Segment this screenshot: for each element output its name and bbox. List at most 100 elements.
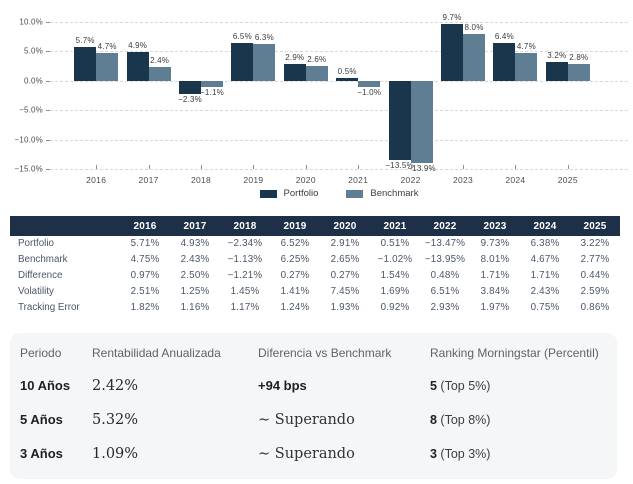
bar-value-label: 8.0%: [464, 22, 484, 32]
benchmark-bar: [410, 80, 433, 163]
table-header-cell: 2021: [383, 220, 407, 232]
table-cell: 1.17%: [230, 301, 260, 313]
summary-header-2: Diferencia vs Benchmark: [258, 345, 392, 360]
table-cell: 4.67%: [530, 254, 560, 266]
table-header-cell: 2023: [483, 220, 507, 232]
table-cell: 9.73%: [480, 238, 510, 250]
table-header-cell: 2022: [433, 220, 457, 232]
bar-value-label: −1.0%: [357, 87, 382, 97]
benchmark-bar: [253, 43, 276, 81]
summary-rank-number: 8: [430, 412, 437, 427]
bar-value-label: 9.7%: [442, 12, 462, 22]
table-cell: 6.38%: [530, 238, 560, 250]
legend-item-benchmark[interactable]: Benchmark: [346, 188, 418, 199]
table-cell: −13.95%: [424, 254, 466, 266]
x-axis-tick-mark: [253, 165, 255, 169]
summary-return-value: 1.09%: [92, 445, 139, 462]
gridline: [50, 169, 628, 170]
benchmark-bar: [96, 53, 119, 81]
summary-return-value: 2.42%: [92, 377, 139, 394]
bar-value-label: 2.6%: [307, 54, 327, 64]
y-axis-tick-mark: [46, 139, 50, 141]
table-cell: −1.13%: [227, 254, 263, 266]
legend-label: Portfolio: [283, 188, 319, 199]
table-cell: 2.93%: [430, 301, 460, 313]
summary-rank-percentile: (Top 5%): [436, 378, 491, 393]
portfolio-bar: [441, 23, 463, 81]
x-axis-label: 2023: [452, 175, 474, 185]
bar-chart: 10.0% 5.0% 0.0% −5.0% −10.0% −15.0% 5.7% 4.7% 4…: [0, 4, 633, 206]
table-cell: 1.45%: [230, 285, 260, 297]
bar-value-label: 2.9%: [285, 52, 305, 62]
bar-value-label: −13.9%: [407, 163, 436, 173]
portfolio-bar: [545, 61, 568, 81]
y-axis-tick-mark: [46, 110, 50, 112]
table-header-cell: 2019: [283, 220, 307, 232]
y-axis-tick-label: 0.0%: [23, 76, 43, 86]
table-row-label: Volatility: [18, 285, 54, 297]
table-row-label: Portfolio: [18, 238, 54, 250]
table-cell: 0.75%: [530, 301, 560, 313]
table-cell: 5.71%: [130, 238, 160, 250]
y-axis-tick-mark: [46, 51, 50, 53]
bar-value-label: −1.1%: [200, 88, 224, 98]
summary-rank-percentile: (Top 8%): [436, 412, 491, 427]
bar-value-label: 2.4%: [150, 55, 170, 65]
bar-value-label: 4.9%: [128, 40, 148, 50]
y-axis-tick-label: −15.0%: [14, 164, 43, 174]
summary-diff-value: ∼ Superando: [258, 445, 355, 462]
table-cell: 1.24%: [280, 301, 310, 313]
table-cell: 1.41%: [280, 285, 310, 297]
table-cell: 2.51%: [130, 285, 160, 297]
x-axis-label: 2018: [190, 175, 212, 185]
table-cell: 8.01%: [480, 254, 510, 266]
table-cell: 0.44%: [580, 269, 610, 281]
x-axis-tick-mark: [515, 165, 517, 169]
x-axis-label: 2016: [86, 175, 107, 185]
table-cell: 3.22%: [580, 238, 610, 250]
benchmark-bar: [305, 65, 328, 81]
table-cell: 1.93%: [330, 301, 360, 313]
x-axis-label: 2019: [243, 175, 264, 185]
bar-value-label: 5.7%: [75, 36, 95, 46]
summary-rank-number: 5: [430, 378, 437, 393]
table-cell: −1.21%: [227, 269, 263, 281]
table-row: Benchmark 4.75% 2.43% −1.13% 6.25% 2.65% −1.02…: [10, 252, 620, 268]
table-cell: 2.43%: [530, 285, 560, 297]
table-row: Portfolio 5.71% 4.93% −2.34% 6.52% 2.91% 0.51%…: [10, 236, 620, 252]
x-axis-label: 2022: [400, 175, 421, 185]
chart-legend: Portfolio Benchmark: [50, 188, 628, 199]
x-axis-tick-mark: [201, 165, 202, 169]
table-row-label: Benchmark: [18, 254, 68, 266]
summary-diff-value: ∼ Superando: [258, 411, 355, 428]
x-axis-tick-mark: [96, 165, 98, 169]
summary-header-1: Rentabilidad Anualizada: [92, 345, 221, 360]
y-axis-tick-label: 10.0%: [19, 17, 43, 27]
table-cell: −2.34%: [227, 238, 263, 250]
portfolio-bar: [388, 80, 411, 161]
x-axis-label: 2025: [557, 175, 578, 185]
table-cell: −13.47%: [424, 238, 466, 250]
table-cell: 0.48%: [430, 269, 460, 281]
portfolio-bar: [231, 42, 254, 81]
y-axis-tick-label: 5.0%: [23, 46, 43, 56]
table-cell: 1.54%: [380, 269, 410, 281]
portfolio-bar: [493, 43, 516, 81]
summary-header-3: Ranking Morningstar (Percentil): [430, 345, 599, 360]
portfolio-bar: [126, 51, 149, 81]
table-cell: 3.84%: [480, 285, 510, 297]
table-cell: 0.92%: [380, 301, 410, 313]
table-row-label: Difference: [18, 269, 63, 281]
table-cell: 1.71%: [480, 269, 510, 281]
y-axis-tick-mark: [46, 169, 50, 170]
x-axis-label: 2024: [505, 175, 526, 185]
portfolio-bar: [336, 77, 359, 81]
table-cell: 4.93%: [180, 238, 210, 250]
table-cell: 1.69%: [380, 285, 410, 297]
table-row-label: Tracking Error: [18, 301, 80, 313]
legend-item-portfolio[interactable]: Portfolio: [259, 188, 319, 199]
y-axis-tick-label: −10.0%: [14, 135, 43, 145]
bar-value-label: 4.7%: [516, 42, 536, 52]
table-cell: 0.86%: [580, 301, 610, 313]
bar-value-label: 4.7%: [97, 42, 117, 52]
